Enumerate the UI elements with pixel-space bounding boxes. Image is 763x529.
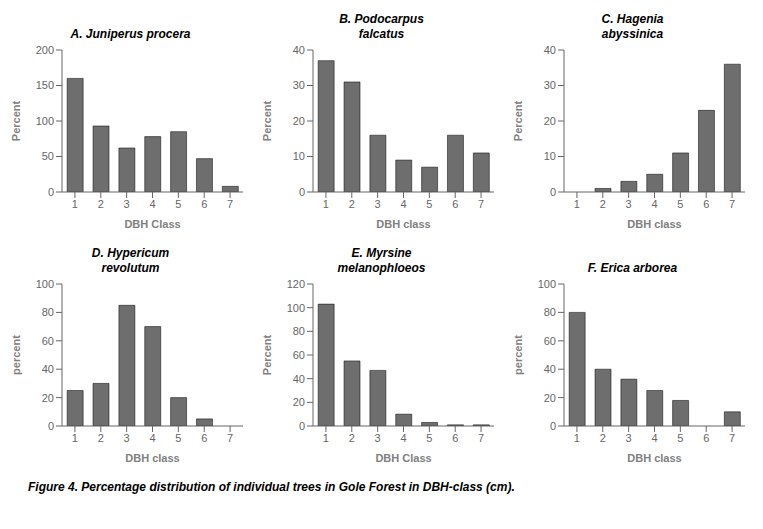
svg-text:3: 3 [124,198,130,210]
svg-text:4: 4 [149,432,155,444]
svg-text:40: 40 [293,44,305,56]
svg-text:40: 40 [293,373,305,385]
html-text:D. Hypericum: D. Hypericum [91,246,170,260]
svg-text:5: 5 [175,198,181,210]
svg-text:10: 10 [293,150,305,162]
svg-text:4: 4 [400,198,406,210]
svg-text:Percent: Percent [261,334,273,375]
svg-text:80: 80 [544,306,556,318]
html-text:C. Hagenia: C. Hagenia [601,12,664,26]
svg-text:100: 100 [36,278,54,290]
svg-text:200: 200 [36,44,54,56]
html-text:A. Juniperus procera: A. Juniperus procera [70,27,191,41]
svg-text:1: 1 [72,198,78,210]
svg-text:20: 20 [42,392,54,404]
html-text:abyssinica: abyssinica [601,27,664,41]
html-text:revolutum: revolutum [101,261,160,275]
svg-text:40: 40 [42,363,54,375]
svg-text:6: 6 [703,432,709,444]
svg-text:DBH class: DBH class [125,452,179,464]
svg-text:DBH Class: DBH Class [375,452,431,464]
svg-text:1: 1 [323,432,329,444]
svg-text:5: 5 [677,432,683,444]
svg-text:7: 7 [227,432,233,444]
svg-text:150: 150 [36,79,54,91]
svg-text:DBH class: DBH class [627,218,681,230]
svg-text:1: 1 [574,198,580,210]
svg-text:Percent: Percent [10,100,22,141]
svg-text:6: 6 [201,432,207,444]
svg-text:2: 2 [98,432,104,444]
svg-text:60: 60 [42,335,54,347]
svg-text:4: 4 [651,432,657,444]
svg-text:40: 40 [544,363,556,375]
svg-text:3: 3 [626,198,632,210]
html-text:melanophloeos: melanophloeos [337,261,426,275]
svg-text:3: 3 [375,198,381,210]
svg-text:Percent: Percent [512,100,524,141]
svg-text:1: 1 [323,198,329,210]
svg-text:percent: percent [10,335,22,375]
svg-text:100: 100 [538,278,556,290]
svg-text:30: 30 [293,79,305,91]
svg-text:20: 20 [293,396,305,408]
svg-text:0: 0 [550,420,556,432]
svg-text:10: 10 [544,150,556,162]
svg-text:7: 7 [227,198,233,210]
svg-text:6: 6 [703,198,709,210]
svg-text:DBH Class: DBH Class [124,218,180,230]
html-text:B. Podocarpus: B. Podocarpus [339,12,424,26]
svg-text:3: 3 [626,432,632,444]
svg-text:0: 0 [550,186,556,198]
html-text:Figure 4. Percentage distribut: Figure 4. Percentage distribution of ind… [28,480,515,494]
svg-text:2: 2 [98,198,104,210]
svg-text:6: 6 [452,432,458,444]
svg-text:2: 2 [349,432,355,444]
svg-text:DBH class: DBH class [376,218,430,230]
html-text:falcatus: falcatus [358,27,405,41]
svg-text:5: 5 [426,432,432,444]
svg-text:2: 2 [600,432,606,444]
svg-text:Percent: Percent [261,100,273,141]
svg-text:40: 40 [544,44,556,56]
svg-text:7: 7 [729,432,735,444]
svg-text:7: 7 [478,432,484,444]
svg-text:6: 6 [201,198,207,210]
svg-text:1: 1 [72,432,78,444]
svg-text:percent: percent [512,335,524,375]
svg-text:100: 100 [287,302,305,314]
svg-text:80: 80 [293,325,305,337]
svg-text:7: 7 [729,198,735,210]
svg-text:80: 80 [42,306,54,318]
svg-text:120: 120 [287,278,305,290]
svg-text:5: 5 [677,198,683,210]
svg-text:50: 50 [42,150,54,162]
svg-text:1: 1 [574,432,580,444]
html-text:F. Erica arborea: F. Erica arborea [587,261,678,275]
svg-text:0: 0 [48,186,54,198]
svg-text:0: 0 [48,420,54,432]
svg-text:20: 20 [544,392,556,404]
svg-text:30: 30 [544,79,556,91]
svg-text:6: 6 [452,198,458,210]
svg-text:60: 60 [293,349,305,361]
svg-text:DBH class: DBH class [627,452,681,464]
svg-text:5: 5 [426,198,432,210]
svg-text:2: 2 [600,198,606,210]
svg-text:3: 3 [124,432,130,444]
svg-text:4: 4 [149,198,155,210]
svg-text:5: 5 [175,432,181,444]
svg-text:20: 20 [544,115,556,127]
svg-text:0: 0 [299,186,305,198]
svg-text:2: 2 [349,198,355,210]
html-text:E. Myrsine: E. Myrsine [351,246,412,260]
svg-text:4: 4 [651,198,657,210]
svg-text:3: 3 [375,432,381,444]
svg-text:60: 60 [544,335,556,347]
svg-text:4: 4 [400,432,406,444]
svg-text:20: 20 [293,115,305,127]
svg-text:0: 0 [299,420,305,432]
svg-text:100: 100 [36,115,54,127]
svg-text:7: 7 [478,198,484,210]
